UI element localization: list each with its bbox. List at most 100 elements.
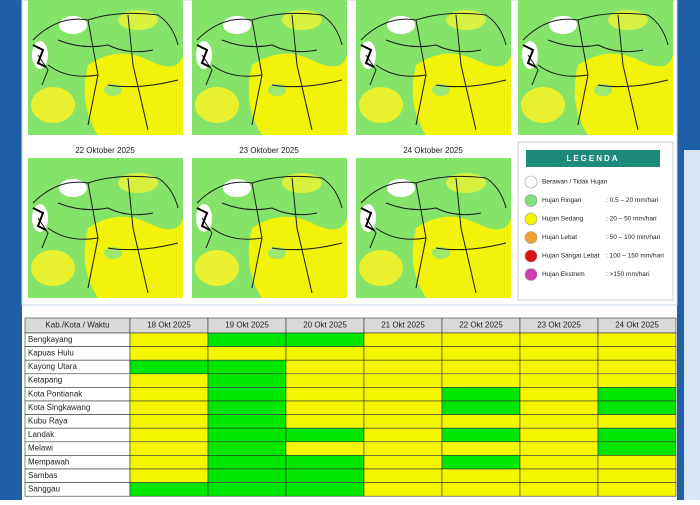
- forecast-cell: [363, 414, 443, 429]
- forecast-cell: [441, 346, 521, 361]
- forecast-cell: [597, 427, 677, 443]
- forecast-cell: [363, 427, 443, 443]
- forecast-cell: [363, 346, 443, 361]
- map: [191, 0, 348, 136]
- forecast-cell: [597, 468, 677, 483]
- forecast-cell: [285, 441, 365, 456]
- header-label: 20 Okt 2025: [303, 321, 347, 330]
- forecast-cell: [597, 373, 677, 388]
- forecast-cell: [441, 359, 521, 375]
- map: [355, 157, 512, 299]
- forecast-cell: [519, 427, 599, 443]
- legend-range: : >150 mm/hari: [606, 271, 650, 278]
- map: [27, 157, 184, 299]
- forecast-cell: [285, 400, 365, 415]
- legend-box: [517, 141, 674, 301]
- forecast-cell: [207, 468, 287, 483]
- forecast-cell: [441, 455, 521, 470]
- header-label: 24 Okt 2025: [615, 321, 659, 330]
- legend-label: Berawan / Tidak Hujan: [542, 179, 608, 186]
- map-row-2: 22 Oktober 2025 23 Oktober 2025 24 Oktob…: [27, 146, 512, 299]
- legend: Berawan / Tidak Hujan Hujan Ringan : 0.5 –…: [524, 175, 664, 281]
- row-name: Landak: [28, 430, 55, 439]
- header-label: 18 Okt 2025: [147, 321, 191, 330]
- header-label: 21 Okt 2025: [381, 321, 425, 330]
- forecast-cell: [597, 455, 677, 470]
- forecast-cell: [129, 441, 209, 456]
- forecast-cell: [207, 373, 287, 388]
- forecast-cell: [129, 468, 209, 483]
- legend-swatch: [524, 231, 538, 244]
- forecast-cell: [597, 441, 677, 456]
- forecast-cell: [441, 400, 521, 415]
- side-decoration: [684, 150, 700, 500]
- forecast-cell: [597, 387, 677, 402]
- map-label: 24 Oktober 2025: [403, 146, 463, 155]
- forecast-cell: [519, 414, 599, 429]
- forecast-cell: [441, 414, 521, 429]
- legend-label: Hujan Lebat: [542, 234, 577, 241]
- forecast-cell: [207, 346, 287, 361]
- forecast-cell: [597, 400, 677, 415]
- forecast-cell: [285, 387, 365, 402]
- forecast-cell: [441, 332, 521, 347]
- legend-label: Hujan Ekstrem: [542, 271, 585, 278]
- forecast-cell: [207, 441, 287, 456]
- forecast-cell: [285, 468, 365, 483]
- forecast-cell: [519, 346, 599, 361]
- row-name: Kayong Utara: [28, 362, 77, 371]
- header-label: 23 Okt 2025: [537, 321, 581, 330]
- legend-swatch: [524, 175, 538, 189]
- row-name: Ketapang: [28, 376, 62, 385]
- forecast-cell: [285, 359, 365, 375]
- forecast-cell: [285, 427, 365, 443]
- row-name: Kota Singkawang: [28, 403, 90, 412]
- forecast-cell: [363, 482, 443, 497]
- legend-label: Hujan Ringan: [542, 197, 582, 204]
- forecast-cell: [519, 455, 599, 470]
- map-label: 22 Oktober 2025: [75, 146, 135, 155]
- forecast-cell: [285, 482, 365, 497]
- forecast-cell: [207, 332, 287, 347]
- forecast-table: Kab./Kota / Waktu 18 Okt 2025 19 Okt 2025 2…: [24, 317, 677, 497]
- forecast-cell: [207, 400, 287, 415]
- header-label: 19 Okt 2025: [225, 321, 269, 330]
- row-name: Sambas: [28, 471, 57, 480]
- forecast-cell: [363, 359, 443, 375]
- forecast-cell: [129, 387, 209, 402]
- forecast-cell: [129, 359, 209, 375]
- row-name: Kubu Raya: [28, 417, 68, 426]
- forecast-cell: [363, 400, 443, 415]
- forecast-cell: [285, 332, 365, 347]
- forecast-cell: [129, 482, 209, 497]
- forecast-cell: [519, 373, 599, 388]
- forecast-cell: [519, 400, 599, 415]
- forecast-cell: [129, 414, 209, 429]
- forecast-cell: [519, 482, 599, 497]
- map: [517, 0, 674, 136]
- row-name: Melawi: [28, 444, 53, 453]
- row-name: Kota Pontianak: [28, 389, 83, 398]
- forecast-cell: [519, 468, 599, 483]
- header-label: 22 Okt 2025: [459, 321, 503, 330]
- legend-range: : 50 – 100 mm/hari: [606, 234, 660, 241]
- forecast-cell: [207, 359, 287, 375]
- forecast-cell: [597, 414, 677, 429]
- legend-label: Hujan Sedang: [542, 216, 584, 223]
- forecast-cell: [597, 346, 677, 361]
- forecast-cell: [129, 373, 209, 388]
- forecast-cell: [285, 414, 365, 429]
- legend-header: [526, 150, 660, 167]
- forecast-cell: [207, 427, 287, 443]
- forecast-cell: [129, 332, 209, 347]
- forecast-cell: [129, 400, 209, 415]
- forecast-cell: [441, 482, 521, 497]
- legend-range: : 0.5 – 20 mm/hari: [606, 197, 658, 204]
- forecast-cell: [597, 332, 677, 347]
- forecast-cell: [441, 427, 521, 443]
- legend-swatch: [524, 249, 538, 263]
- forecast-cell: [129, 346, 209, 361]
- forecast-cell: [597, 359, 677, 375]
- legend-label: Hujan Sangat Lebat: [542, 253, 600, 260]
